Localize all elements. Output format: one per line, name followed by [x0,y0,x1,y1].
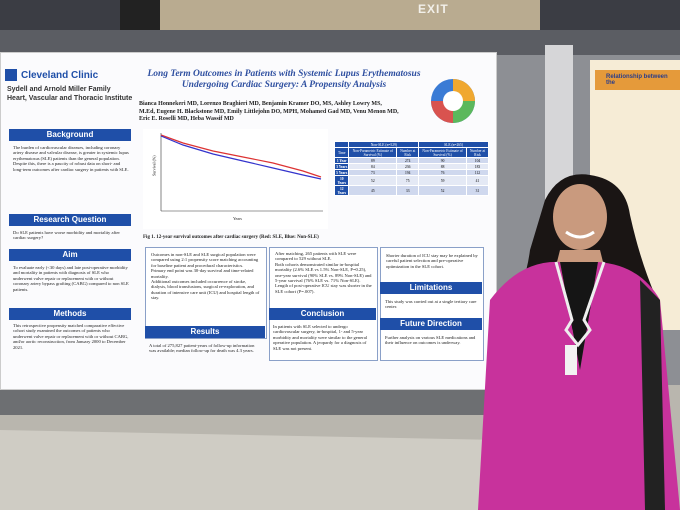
bullet: Length of post-operative ICU stay was sh… [275,283,372,294]
survival-table: Non-SLE (n=529) SLE (n=265) Time Non-Parame… [333,141,490,196]
section-heading: Methods [9,308,131,320]
institute-line: Sydell and Arnold Miller Family [7,86,111,93]
section-heading: Research Question [9,214,131,226]
text-box: Outcomes in non-SLE and SLE surgical pop… [145,247,267,339]
author-line: Eric E. Roselli MD, Heba Wassif MD [139,116,234,122]
section-heading: Limitations [380,282,482,294]
poster-title: Long Term Outcomes in Patients with Syst… [147,69,421,90]
institute-line: Heart, Vascular and Thoracic Institute [7,95,133,102]
logo-icon [5,69,17,81]
section-heading: Aim [9,249,131,261]
section-text: A total of 275,827 patient-years of foll… [149,343,255,354]
bullet: Additional outcomes included occurrence … [151,279,260,301]
section-text: In patients with SLE selected to undergo… [273,324,368,351]
text-box: Shorter duration of ICU stay may be expl… [380,247,484,361]
table: Non-SLE (n=529) SLE (n=265) Time Non-Parame… [333,141,490,196]
bullet: Outcomes in non-SLE and SLE surgical pop… [151,252,259,268]
section-heading: Conclusion [269,308,376,320]
wheel-graphic [431,79,475,123]
bullet: Primary end point was 30-day survival an… [151,268,254,279]
section-heading: Future Direction [380,318,482,330]
section-text: To evaluate early (<30 days) and late po… [13,265,129,292]
section-text: Do SLE patients have worse morbidity and… [13,230,120,241]
table-cell: 31 [465,185,490,196]
exit-sign: EXIT [418,2,449,16]
table-row: 5 Years 73 194 76 112 [333,169,490,176]
bullet: After matching, 265 patients with SLE we… [275,251,357,262]
section-text: The burden of cardiovascular diseases, i… [13,145,129,172]
survival-figure [143,129,328,229]
authors: Bianca Honnekeri MD, Lorenzo Braghieri M… [139,101,429,124]
table-cell: 33 [396,185,420,196]
section-text: Further analysis on various SLE medicati… [385,335,476,346]
bullet: Despite this, there is a paucity of robu… [13,161,129,172]
x-axis-label: Years [233,216,242,221]
section-heading: Background [9,129,131,141]
section-text: After matching, 265 patients with SLE we… [275,251,373,294]
logo-text: Cleveland Clinic [21,70,99,81]
table-row: Time Non-Parametric Estimate of Survival … [333,147,490,158]
text-box: After matching, 265 patients with SLE we… [269,247,378,361]
table-row: 12 Years 45 33 52 31 [333,185,490,196]
section-text: This study was carried out at a single t… [385,299,477,310]
section-heading: Results [145,326,265,338]
table-cell: 12 Years [333,185,350,196]
figure-caption: Fig 1. 12-year survival outcomes after c… [143,235,319,240]
section-text: Shorter duration of ICU stay may be expl… [386,253,478,269]
section-text: Outcomes in non-SLE and SLE surgical pop… [151,252,261,301]
side-poster-title: Relationship between the [606,74,668,86]
bullet: The burden of cardiovascular diseases, i… [13,145,129,161]
author-line: M.Ed, Eugene H. Blackstone MD, Emily Lit… [139,108,399,115]
poster: Cleveland Clinic Sydell and Arnold Mille… [0,52,497,390]
institute: Sydell and Arnold Miller Family Heart, V… [7,85,132,103]
author-line: Bianca Honnekeri MD, Lorenzo Braghieri M… [139,101,382,107]
section-text: This retrospective propensity matched co… [13,323,129,350]
bullet: Both cohorts demonstrated similar in-hos… [275,261,372,284]
